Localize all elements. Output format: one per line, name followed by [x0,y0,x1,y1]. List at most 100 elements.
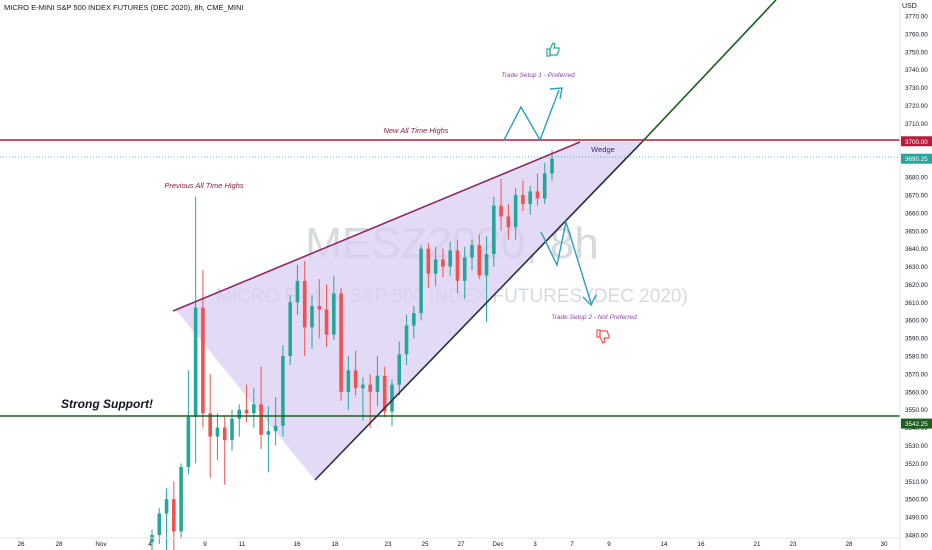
time-tick-label: 23 [789,541,797,548]
price-tick-label: 3490.00 [905,515,928,522]
price-tick-label: 3480.00 [905,533,928,540]
trade-setup-1-path [503,89,560,142]
price-tick-label: 3650.00 [905,228,928,235]
trade-setup-2-label: Trade Setup 2 - Not Preferred [551,314,637,321]
candle-body [550,158,554,174]
candle-body [390,384,394,412]
time-tick-label: 11 [239,541,246,548]
price-tick-label: 3660.00 [905,210,928,217]
time-tick-label: 7 [570,541,574,548]
price-tags: 3700.00 3690.25 3542.25 [901,136,932,429]
candle-body [150,535,154,543]
price-tick-label: 3520.00 [905,461,928,468]
candle-body [441,259,445,267]
time-tick-label: 23 [384,541,392,548]
candle-body [346,370,351,392]
price-tick-label: 3530.00 [905,443,928,450]
price-tag-bg [901,153,932,164]
symbol-header: MICRO E-MINI S&P 500 INDEX FUTURES (DEC … [4,3,244,12]
trade-setup-1-label: Trade Setup 1 - Preferred [501,72,575,79]
candle-body [535,191,540,199]
wedge-upper-line[interactable] [172,141,581,312]
time-tick-label: 16 [697,541,705,548]
price-tick-label: 3500.00 [905,497,928,504]
time-tick-label: 9 [203,541,207,548]
wedge-lower-line[interactable] [314,141,643,481]
time-tick-label: 27 [457,541,465,548]
price-tag-label: 3542.25 [905,421,928,428]
time-tick-label: 28 [845,541,853,548]
price-tick-label: 3580.00 [905,354,928,361]
candle-body [368,384,372,392]
thumbs-up-icon [546,42,560,57]
new-ath-label: New All Time Highs [383,126,448,135]
candle-body [186,416,191,467]
time-tick-label: 28 [55,541,63,548]
candle-body [273,425,278,432]
candle-body [455,250,460,281]
candle-body [470,245,474,258]
price-tick-label: 3610.00 [905,300,928,307]
price-tag-bg [901,136,932,147]
price-tick-label: 3670.00 [905,192,928,199]
time-tick-label: 18 [331,541,339,548]
candle-body [375,375,380,392]
time-tick-label: Dec [492,541,503,548]
time-tick-label: 30 [880,541,888,548]
time-tick-label: 26 [17,541,25,548]
candle-body [281,356,285,426]
candle-body [528,191,532,204]
candle-body [506,216,511,228]
candle-body [259,404,263,435]
price-tick-label: 3620.00 [905,282,928,289]
strong-support-label: Strong Support! [61,397,153,411]
time-tick-label: Nov [95,541,107,548]
candle-body [542,173,547,199]
candle-body [477,245,482,276]
price-tag-bg [901,418,932,429]
candle-body [448,250,452,267]
price-tick-label: 3630.00 [905,264,928,271]
candle-body [353,370,358,389]
candle-body [244,409,249,414]
candle-body [484,254,489,276]
candle-body [419,248,423,314]
price-tick-label: 3540.00 [905,425,928,432]
candle-body [317,305,322,310]
candle-body [426,248,431,274]
price-tick-label: 3760.00 [905,31,928,38]
time-tick-label: 14 [660,541,668,548]
time-axis[interactable]: 26 28 Nov 4 9 11 16 18 23 25 27 Dec 3 7 9 14 16 21 23 28 30 [17,541,888,548]
candle-body [412,313,416,326]
price-tick-label: 3750.00 [905,49,928,56]
candle-body [521,194,525,204]
price-axis[interactable]: 3480.00 3490.00 3500.00 3510.00 3520.00 3530.… [905,14,928,540]
price-tick-label: 3600.00 [905,318,928,325]
trade-setup-2-path [540,219,592,304]
candle-body [208,413,212,437]
previous-ath-label: Previous All Time Highs [164,181,244,190]
price-tick-label: 3550.00 [905,407,928,414]
candle-body [230,418,234,441]
wedge-area [176,142,642,480]
candle-body [266,431,271,435]
candle-body [310,305,314,328]
time-tick-label: 25 [421,541,429,548]
candle-body [237,409,242,419]
currency-label: USD [902,3,917,10]
thumbs-down-icon [596,329,610,344]
candle-body [172,499,176,532]
candle-body [462,257,467,281]
candle-body [361,384,365,389]
trade-setup-1-arrowhead [549,87,563,100]
candle-body [179,466,183,532]
candle-body [252,404,256,414]
candle-body [193,307,198,417]
price-tick-label: 3570.00 [905,371,928,378]
candle-body [492,205,496,255]
price-tick-label: 3510.00 [905,479,928,486]
price-tick-label: 3680.00 [905,175,928,182]
price-tick-label: 3770.00 [905,14,928,21]
wedge-label: Wedge [591,145,615,154]
